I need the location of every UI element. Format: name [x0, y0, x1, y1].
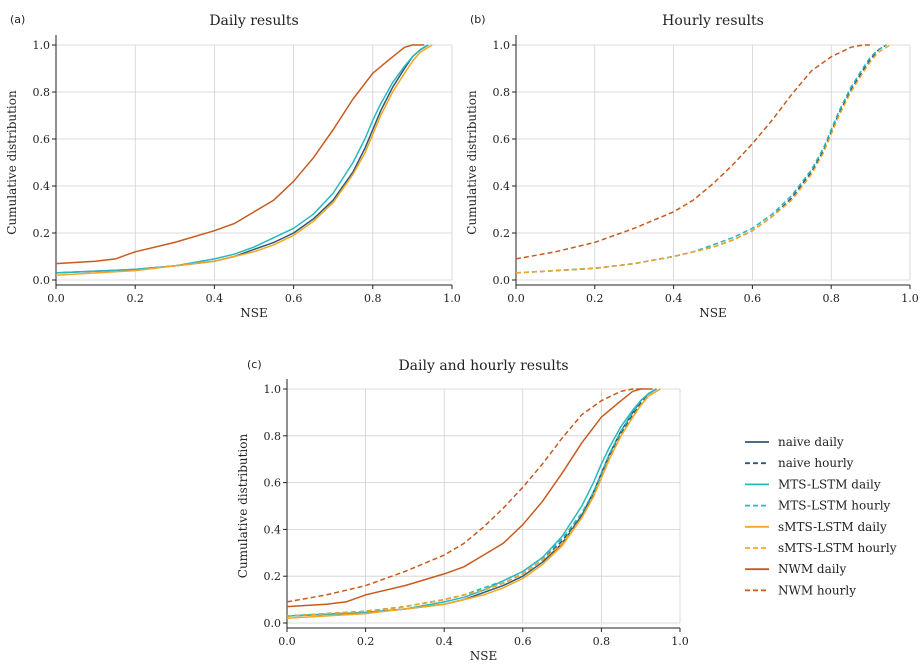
x-axis-label: NSE [470, 649, 497, 663]
y-tick-label: 0.0 [33, 274, 51, 287]
y-tick-label: 1.0 [33, 39, 51, 52]
x-tick-label: 0.2 [357, 635, 375, 648]
y-tick-label: 0.6 [33, 133, 51, 146]
y-tick-label: 0.4 [493, 180, 511, 193]
y-tick-label: 0.6 [493, 133, 511, 146]
x-tick-label: 0.8 [593, 635, 611, 648]
x-tick-label: 1.0 [443, 292, 461, 305]
x-tick-label: 0.8 [822, 292, 840, 305]
series-line-mts-lstm-daily [286, 388, 657, 617]
y-tick-label: 0.0 [493, 274, 511, 287]
panel-label: (b) [470, 13, 486, 26]
legend-label: naive daily [778, 435, 844, 449]
y-tick-label: 0.2 [264, 570, 282, 583]
legend-label: NWM hourly [778, 583, 856, 597]
y-tick-label: 0.8 [33, 86, 51, 99]
legend-label: sMTS-LSTM hourly [778, 541, 897, 555]
y-tick-label: 1.0 [264, 383, 282, 396]
y-tick-label: 0.4 [33, 180, 51, 193]
series-line-smts-lstm-daily [286, 388, 661, 620]
series-line-nwm-hourly [515, 44, 871, 260]
legend-label: MTS-LSTM hourly [778, 499, 891, 513]
x-tick-label: 0.0 [278, 635, 296, 648]
x-axis-label: NSE [240, 306, 267, 320]
y-tick-label: 0.0 [264, 617, 282, 630]
y-tick-label: 0.2 [493, 227, 511, 240]
series-line-smts-lstm-daily [55, 44, 433, 277]
legend-label: sMTS-LSTM daily [778, 520, 887, 534]
legend-label: NWM daily [778, 562, 846, 576]
series-line-naive-daily [286, 388, 657, 617]
series-line-naive-daily [55, 44, 429, 274]
y-tick-label: 0.4 [264, 523, 282, 536]
y-tick-label: 0.8 [264, 430, 282, 443]
y-axis-label: Cumulative distribution [236, 434, 250, 579]
panel-label: (a) [10, 13, 25, 26]
x-axis-label: NSE [699, 306, 726, 320]
y-axis-label: Cumulative distribution [5, 90, 19, 235]
chart-legend: naive daily naive hourly MTS-LSTM daily MTS… [745, 435, 897, 597]
series-line-mts-lstm-daily [55, 44, 429, 274]
x-tick-label: 0.8 [364, 292, 382, 305]
x-tick-label: 0.6 [285, 292, 303, 305]
legend-label: MTS-LSTM daily [778, 477, 881, 491]
series-line-smts-lstm-hourly [515, 44, 891, 274]
y-tick-label: 0.2 [33, 227, 51, 240]
series-line-mts-lstm-hourly [515, 44, 887, 274]
x-tick-label: 0.4 [435, 635, 453, 648]
x-tick-label: 0.0 [507, 292, 525, 305]
x-tick-label: 0.2 [586, 292, 604, 305]
chart-panel-a: 0.0 0.2 0.4 0.6 0.8 1.0 0.0 0.2 0.4 0.6 0.8 1.0 Dail… [5, 13, 461, 320]
y-axis-label: Cumulative distribution [465, 90, 479, 235]
chart-title: Daily and hourly results [398, 358, 568, 374]
chart-title: Daily results [209, 13, 298, 29]
x-tick-label: 1.0 [901, 292, 919, 305]
x-tick-label: 0.0 [47, 292, 65, 305]
y-tick-label: 0.6 [264, 477, 282, 490]
series-line-mts-lstm-hourly [286, 388, 657, 617]
chart-title: Hourly results [662, 13, 764, 29]
panel-label: (c) [247, 358, 262, 371]
y-tick-label: 0.8 [493, 86, 511, 99]
legend-label: naive hourly [778, 456, 854, 470]
series-line-nwm-daily [55, 44, 425, 265]
x-tick-label: 0.4 [206, 292, 224, 305]
x-tick-label: 0.6 [514, 635, 532, 648]
x-tick-label: 0.6 [744, 292, 762, 305]
y-tick-label: 1.0 [493, 39, 511, 52]
series-line-naive-hourly [286, 388, 657, 617]
series-line-nwm-daily [286, 388, 653, 608]
series-line-smts-lstm-hourly [286, 388, 661, 617]
x-tick-label: 0.4 [665, 292, 683, 305]
chart-panel-b: 0.0 0.2 0.4 0.6 0.8 1.0 0.0 0.2 0.4 0.6 0.8 1.0 Hour… [465, 13, 919, 320]
x-tick-label: 0.2 [126, 292, 144, 305]
chart-panel-c: 0.0 0.2 0.4 0.6 0.8 1.0 0.0 0.2 0.4 0.6 0.8 1.0 Dail… [236, 358, 689, 663]
x-tick-label: 1.0 [671, 635, 689, 648]
